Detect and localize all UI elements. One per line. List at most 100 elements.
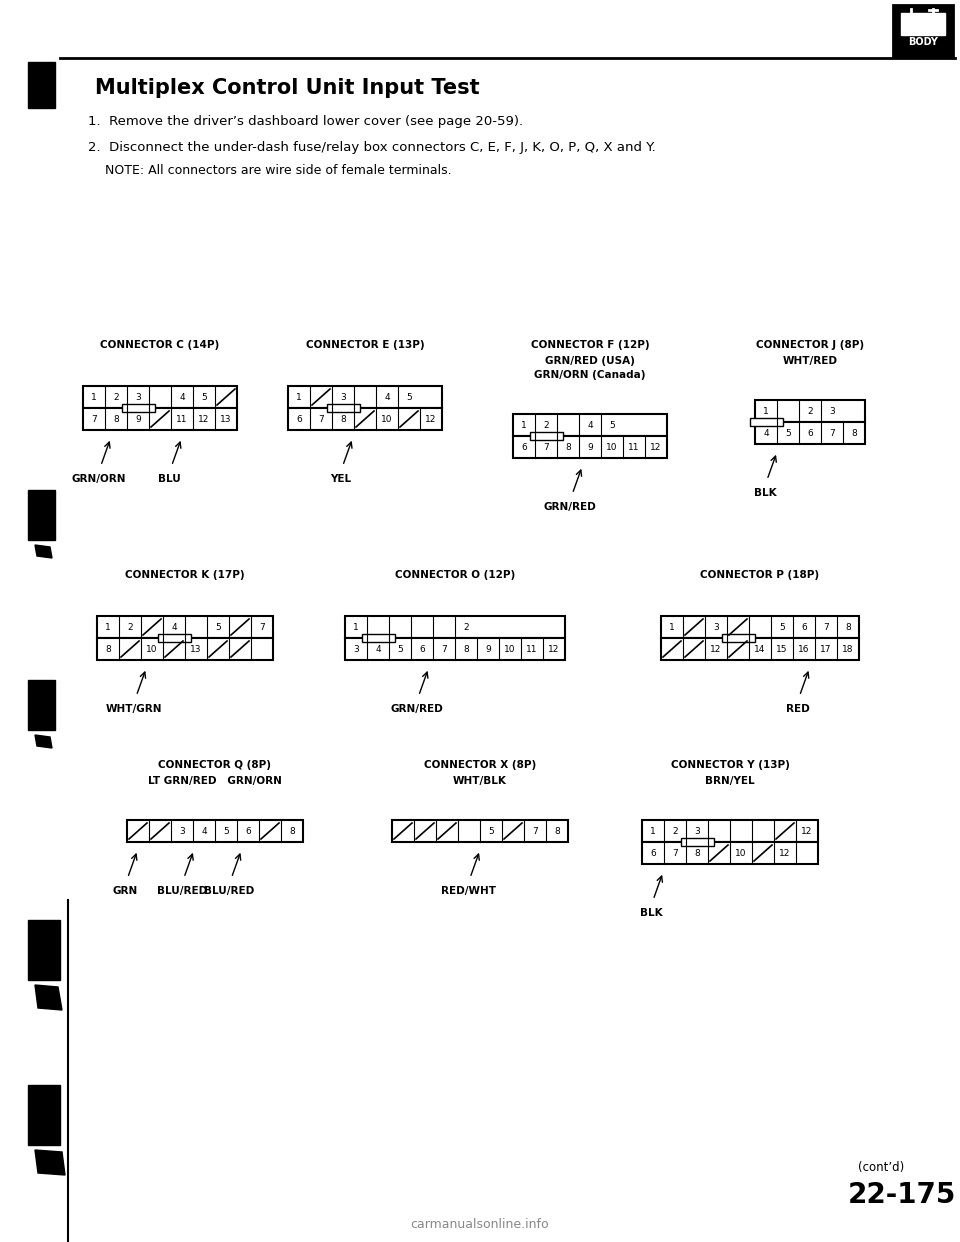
Text: LT GRN/RED   GRN/ORN: LT GRN/RED GRN/ORN xyxy=(148,776,282,786)
Text: 6: 6 xyxy=(420,645,425,653)
Text: CONNECTOR J (8P): CONNECTOR J (8P) xyxy=(756,340,864,350)
Text: carmanualsonline.info: carmanualsonline.info xyxy=(411,1218,549,1232)
Text: 8: 8 xyxy=(845,622,851,631)
Text: 10: 10 xyxy=(735,848,747,857)
Text: 6: 6 xyxy=(296,415,301,424)
Text: BLU/RED: BLU/RED xyxy=(156,886,207,895)
Text: 4: 4 xyxy=(375,645,381,653)
Text: 14: 14 xyxy=(755,645,766,653)
Text: 2: 2 xyxy=(807,406,813,416)
Text: 13: 13 xyxy=(220,415,231,424)
Text: 5: 5 xyxy=(406,392,412,401)
Text: 1: 1 xyxy=(521,421,527,430)
Text: 10: 10 xyxy=(504,645,516,653)
Text: CONNECTOR X (8P): CONNECTOR X (8P) xyxy=(424,760,536,770)
Text: 1: 1 xyxy=(669,622,675,631)
Text: 10: 10 xyxy=(146,645,157,653)
Text: 15: 15 xyxy=(777,645,788,653)
Bar xyxy=(345,616,565,638)
Text: 1: 1 xyxy=(763,406,769,416)
Text: BLU: BLU xyxy=(158,474,180,484)
Text: 3: 3 xyxy=(180,826,185,836)
Text: 6: 6 xyxy=(807,428,813,437)
Text: 8: 8 xyxy=(463,645,468,653)
Bar xyxy=(893,5,953,57)
Text: 5: 5 xyxy=(215,622,221,631)
Text: BRN/YEL: BRN/YEL xyxy=(706,776,755,786)
Text: CONNECTOR Y (13P): CONNECTOR Y (13P) xyxy=(671,760,789,770)
Text: 8: 8 xyxy=(289,826,295,836)
Text: 2: 2 xyxy=(543,421,549,430)
Text: 12: 12 xyxy=(780,848,791,857)
Bar xyxy=(642,820,818,842)
Text: CONNECTOR P (18P): CONNECTOR P (18P) xyxy=(701,570,820,580)
Text: 5: 5 xyxy=(202,392,206,401)
Text: 4: 4 xyxy=(588,421,593,430)
Polygon shape xyxy=(35,735,52,748)
Text: 22-175: 22-175 xyxy=(848,1181,956,1208)
Text: 1: 1 xyxy=(353,622,359,631)
Bar xyxy=(83,409,237,430)
Text: 7: 7 xyxy=(259,622,265,631)
Bar xyxy=(345,638,565,660)
Text: 8: 8 xyxy=(694,848,700,857)
Text: 5: 5 xyxy=(397,645,403,653)
Text: 6: 6 xyxy=(650,848,656,857)
Bar xyxy=(83,386,237,409)
Text: RED/WHT: RED/WHT xyxy=(441,886,495,895)
Text: 1: 1 xyxy=(296,392,301,401)
Bar xyxy=(288,386,442,409)
Text: 7: 7 xyxy=(91,415,97,424)
Bar xyxy=(362,633,395,642)
Text: 3: 3 xyxy=(713,622,719,631)
Polygon shape xyxy=(35,985,62,1010)
Text: 5: 5 xyxy=(780,622,785,631)
Text: 13: 13 xyxy=(190,645,202,653)
Bar xyxy=(530,432,563,440)
Text: 2: 2 xyxy=(463,622,468,631)
Text: 12: 12 xyxy=(548,645,560,653)
Text: 9: 9 xyxy=(135,415,141,424)
Text: 8: 8 xyxy=(565,442,571,452)
Text: 2: 2 xyxy=(113,392,119,401)
Bar xyxy=(901,12,945,35)
Text: 2: 2 xyxy=(672,826,678,836)
Text: 11: 11 xyxy=(628,442,639,452)
Polygon shape xyxy=(28,491,55,540)
Text: 4: 4 xyxy=(171,622,177,631)
Text: 7: 7 xyxy=(318,415,324,424)
Bar xyxy=(642,842,818,864)
Text: 18: 18 xyxy=(842,645,853,653)
Text: CONNECTOR C (14P): CONNECTOR C (14P) xyxy=(101,340,220,350)
Text: 4: 4 xyxy=(384,392,390,401)
Text: Multiplex Control Unit Input Test: Multiplex Control Unit Input Test xyxy=(95,78,480,98)
Text: BLU/RED: BLU/RED xyxy=(204,886,254,895)
Text: (cont’d): (cont’d) xyxy=(858,1161,904,1175)
Text: BLK: BLK xyxy=(639,908,662,918)
Text: 4: 4 xyxy=(763,428,769,437)
Text: CONNECTOR K (17P): CONNECTOR K (17P) xyxy=(125,570,245,580)
Polygon shape xyxy=(28,1086,60,1145)
Text: CONNECTOR F (12P): CONNECTOR F (12P) xyxy=(531,340,649,350)
Text: 2.  Disconnect the under-dash fuse/relay box connectors C, E, F, J, K, O, P, Q, : 2. Disconnect the under-dash fuse/relay … xyxy=(88,142,656,154)
Text: 5: 5 xyxy=(785,428,791,437)
Text: YEL: YEL xyxy=(330,474,351,484)
Text: 1: 1 xyxy=(650,826,656,836)
Text: 10: 10 xyxy=(381,415,393,424)
Bar xyxy=(513,436,667,458)
Text: 4: 4 xyxy=(180,392,185,401)
Text: GRN/ORN (Canada): GRN/ORN (Canada) xyxy=(535,370,646,380)
Text: 16: 16 xyxy=(799,645,809,653)
Text: 7: 7 xyxy=(532,826,538,836)
Text: 1: 1 xyxy=(106,622,110,631)
Text: 8: 8 xyxy=(340,415,346,424)
Bar xyxy=(326,404,359,412)
Text: 12: 12 xyxy=(710,645,722,653)
Text: 3: 3 xyxy=(694,826,700,836)
Text: 8: 8 xyxy=(113,415,119,424)
Text: 12: 12 xyxy=(650,442,661,452)
Text: 3: 3 xyxy=(135,392,141,401)
Polygon shape xyxy=(28,62,55,108)
Text: 1.  Remove the driver’s dashboard lower cover (see page 20-59).: 1. Remove the driver’s dashboard lower c… xyxy=(88,116,523,128)
Text: CONNECTOR Q (8P): CONNECTOR Q (8P) xyxy=(158,760,272,770)
